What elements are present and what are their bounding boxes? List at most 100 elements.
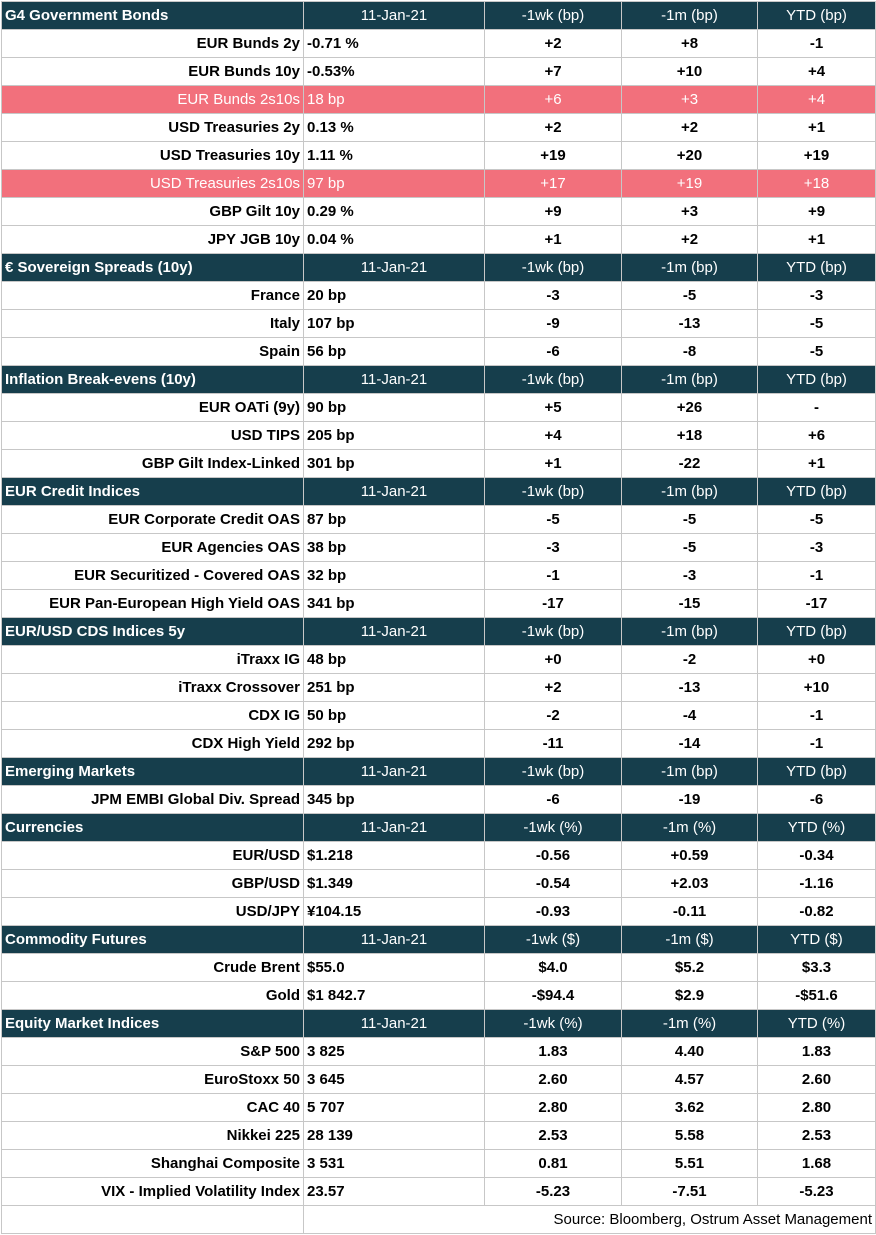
cell-1wk-change: 0.81 — [484, 1149, 622, 1178]
table-row: EUR Pan-European High Yield OAS 341 bp -17… — [1, 589, 876, 618]
cell-date-value: -0.71 % — [303, 29, 485, 58]
column-header-ytd-change: YTD (bp) — [757, 757, 876, 786]
cell-1wk-change: +2 — [484, 673, 622, 702]
cell-date-value: 251 bp — [303, 673, 485, 702]
section-header-sovereign-spreads-10y: € Sovereign Spreads (10y) 11-Jan-21 -1wk (… — [1, 253, 876, 282]
row-label: EUR Bunds 2y — [1, 29, 304, 58]
row-label: EUR/USD — [1, 841, 304, 870]
cell-date-value: 18 bp — [303, 85, 485, 114]
table-row: Spain 56 bp -6 -8 -5 — [1, 337, 876, 366]
table-row: EUR OATi (9y) 90 bp +5 +26- — [1, 393, 876, 422]
cell-ytd-change: -0.34 — [757, 841, 876, 870]
cell-date-value: 56 bp — [303, 337, 485, 366]
column-header-1wk-change: -1wk (bp) — [484, 1, 622, 30]
table-row: S&P 500 3 825 1.83 4.40 1.83 — [1, 1037, 876, 1066]
cell-1m-change: -7.51 — [621, 1177, 758, 1206]
column-header-1wk-change: -1wk (bp) — [484, 253, 622, 282]
cell-ytd-change: +1 — [757, 113, 876, 142]
cell-ytd-change: -5 — [757, 337, 876, 366]
cell-1m-change: -5 — [621, 281, 758, 310]
cell-1wk-change: -1 — [484, 561, 622, 590]
row-label: EUR OATi (9y) — [1, 393, 304, 422]
table-row: GBP Gilt Index-Linked 301 bp +1 -22 +1 — [1, 449, 876, 478]
source-note: Source: Bloomberg, Ostrum Asset Manageme… — [303, 1205, 876, 1234]
cell-date-value: $1.349 — [303, 869, 485, 898]
section-title: Inflation Break-evens (10y) — [1, 365, 304, 394]
column-header-1m-change: -1m (bp) — [621, 253, 758, 282]
table-row: Italy 107 bp -9 -13 -5 — [1, 309, 876, 338]
table-row: CDX High Yield 292 bp -11 -14 -1 — [1, 729, 876, 758]
cell-1m-change: 4.57 — [621, 1065, 758, 1094]
cell-1m-change: $5.2 — [621, 953, 758, 982]
column-header-1wk-change: -1wk ($) — [484, 925, 622, 954]
cell-ytd-change: +1 — [757, 449, 876, 478]
cell-1wk-change: +17 — [484, 169, 622, 198]
column-header-date-value: 11-Jan-21 — [303, 477, 485, 506]
cell-1wk-change: +9 — [484, 197, 622, 226]
cell-1wk-change: +5 — [484, 393, 622, 422]
cell-ytd-change: +10 — [757, 673, 876, 702]
table-row: iTraxx Crossover 251 bp +2 -13 +10 — [1, 673, 876, 702]
table-row: Crude Brent $55.0 $4.0 $5.2 $3.3 — [1, 953, 876, 982]
cell-date-value: ¥104.15 — [303, 897, 485, 926]
section-title: € Sovereign Spreads (10y) — [1, 253, 304, 282]
cell-ytd-change: -5 — [757, 505, 876, 534]
cell-1wk-change: +19 — [484, 141, 622, 170]
cell-date-value: 1.11 % — [303, 141, 485, 170]
row-label: Crude Brent — [1, 953, 304, 982]
column-header-1wk-change: -1wk (bp) — [484, 617, 622, 646]
column-header-1wk-change: -1wk (bp) — [484, 477, 622, 506]
row-label: Gold — [1, 981, 304, 1010]
cell-1wk-change: -3 — [484, 533, 622, 562]
row-label: VIX - Implied Volatility Index — [1, 1177, 304, 1206]
row-label: Spain — [1, 337, 304, 366]
row-label: GBP Gilt 10y — [1, 197, 304, 226]
cell-ytd-change: -6 — [757, 785, 876, 814]
cell-date-value: 32 bp — [303, 561, 485, 590]
row-label: EUR Bunds 10y — [1, 57, 304, 86]
cell-ytd-change: -0.82 — [757, 897, 876, 926]
cell-1m-change: -19 — [621, 785, 758, 814]
cell-1m-change: -5 — [621, 505, 758, 534]
cell-ytd-change: +0 — [757, 645, 876, 674]
cell-date-value: 205 bp — [303, 421, 485, 450]
cell-ytd-change: -1 — [757, 729, 876, 758]
cell-ytd-change: +1 — [757, 225, 876, 254]
cell-1wk-change: +1 — [484, 449, 622, 478]
cell-ytd-change: -1 — [757, 29, 876, 58]
cell-date-value: 292 bp — [303, 729, 485, 758]
column-header-1wk-change: -1wk (%) — [484, 813, 622, 842]
cell-ytd-change: +9 — [757, 197, 876, 226]
cell-ytd-change: -1 — [757, 701, 876, 730]
cell-1m-change: -22 — [621, 449, 758, 478]
table-row: USD TIPS 205 bp +4 +18 +6 — [1, 421, 876, 450]
row-label: USD TIPS — [1, 421, 304, 450]
column-header-date-value: 11-Jan-21 — [303, 1009, 485, 1038]
highlighted-table-row: USD Treasuries 2s10s 97 bp +17 +19 +18 — [1, 169, 876, 198]
column-header-date-value: 11-Jan-21 — [303, 617, 485, 646]
row-label: CDX IG — [1, 701, 304, 730]
cell-date-value: $1.218 — [303, 841, 485, 870]
column-header-date-value: 11-Jan-21 — [303, 757, 485, 786]
row-label: EUR Pan-European High Yield OAS — [1, 589, 304, 618]
column-header-1m-change: -1m (bp) — [621, 365, 758, 394]
cell-date-value: 28 139 — [303, 1121, 485, 1150]
table-row: USD/JPY ¥104.15 -0.93 -0.11 -0.82 — [1, 897, 876, 926]
row-label: EUR Corporate Credit OAS — [1, 505, 304, 534]
column-header-1m-change: -1m (bp) — [621, 1, 758, 30]
table-row: Shanghai Composite 3 531 0.81 5.51 1.68 — [1, 1149, 876, 1178]
row-label: EUR Agencies OAS — [1, 533, 304, 562]
cell-date-value: 3 531 — [303, 1149, 485, 1178]
column-header-1m-change: -1m (bp) — [621, 757, 758, 786]
cell-ytd-change: -3 — [757, 533, 876, 562]
cell-1wk-change: +6 — [484, 85, 622, 114]
column-header-date-value: 11-Jan-21 — [303, 813, 485, 842]
section-header-eur-credit-indices: EUR Credit Indices 11-Jan-21 -1wk (bp) -1m … — [1, 477, 876, 506]
cell-1wk-change: -5.23 — [484, 1177, 622, 1206]
cell-1m-change: +2 — [621, 225, 758, 254]
row-label: S&P 500 — [1, 1037, 304, 1066]
table-row: EUR Bunds 2y -0.71 % +2 +8 -1 — [1, 29, 876, 58]
cell-1m-change: -13 — [621, 309, 758, 338]
section-title: G4 Government Bonds — [1, 1, 304, 30]
